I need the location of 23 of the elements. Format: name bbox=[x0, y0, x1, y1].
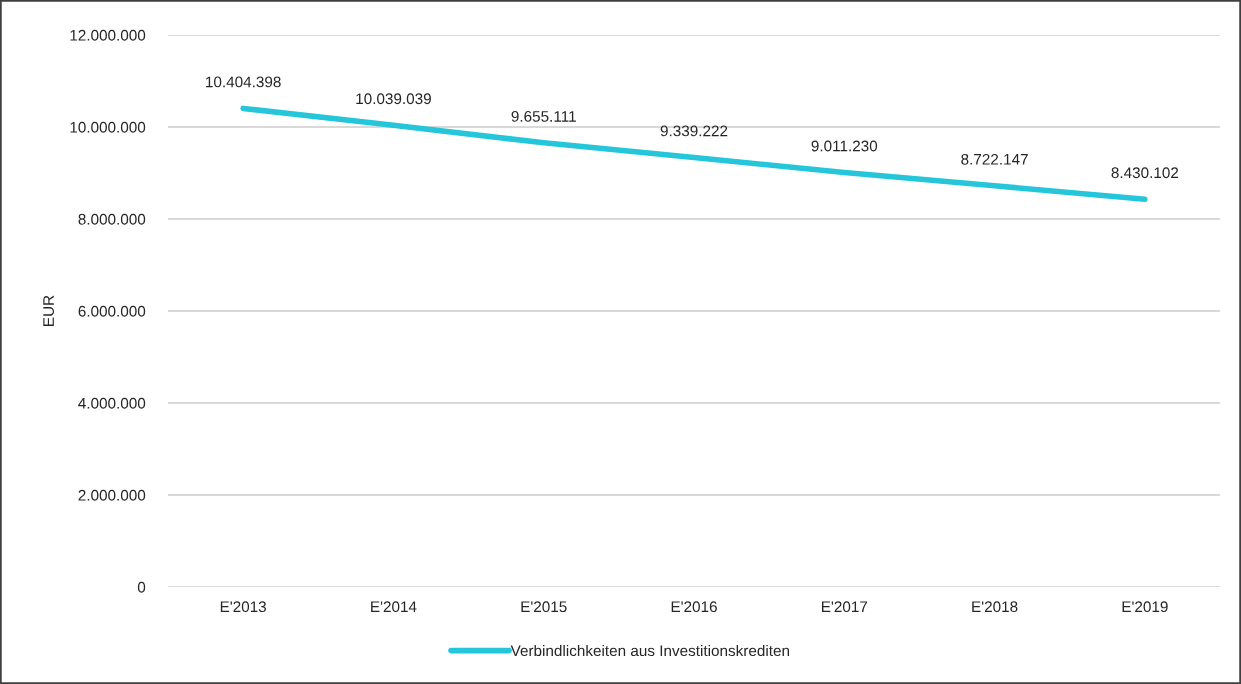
y-tick-label: 2.000.000 bbox=[78, 489, 146, 501]
y-tick-label: 8.000.000 bbox=[78, 213, 146, 225]
data-label: 10.039.039 bbox=[356, 93, 431, 105]
x-tick-label: E'2015 bbox=[521, 601, 567, 613]
data-label: 10.404.398 bbox=[206, 76, 281, 88]
y-tick-label: 6.000.000 bbox=[78, 305, 146, 317]
data-label: 9.011.230 bbox=[811, 140, 878, 152]
y-tick-label: 10.000.000 bbox=[70, 121, 146, 133]
y-tick-label: 0 bbox=[137, 581, 146, 593]
legend-label: Verbindlichkeiten aus Investitionskrediten bbox=[510, 644, 790, 657]
x-tick-label: E'2016 bbox=[671, 601, 717, 613]
y-tick-label: 12.000.000 bbox=[70, 29, 146, 41]
data-label: 8.722.147 bbox=[961, 153, 1028, 165]
data-label: 9.339.222 bbox=[660, 125, 728, 137]
data-label: 9.655.111 bbox=[511, 110, 576, 122]
x-tick-label: E'2019 bbox=[1122, 601, 1168, 613]
x-tick-label: E'2013 bbox=[220, 601, 267, 613]
x-tick-label: E'2017 bbox=[821, 601, 868, 613]
y-tick-label: 4.000.000 bbox=[78, 397, 146, 409]
x-tick-label: E'2018 bbox=[972, 601, 1018, 613]
x-tick-label: E'2014 bbox=[371, 601, 417, 613]
y-axis-title: EUR bbox=[43, 295, 54, 326]
data-label: 8.430.102 bbox=[1111, 167, 1179, 179]
